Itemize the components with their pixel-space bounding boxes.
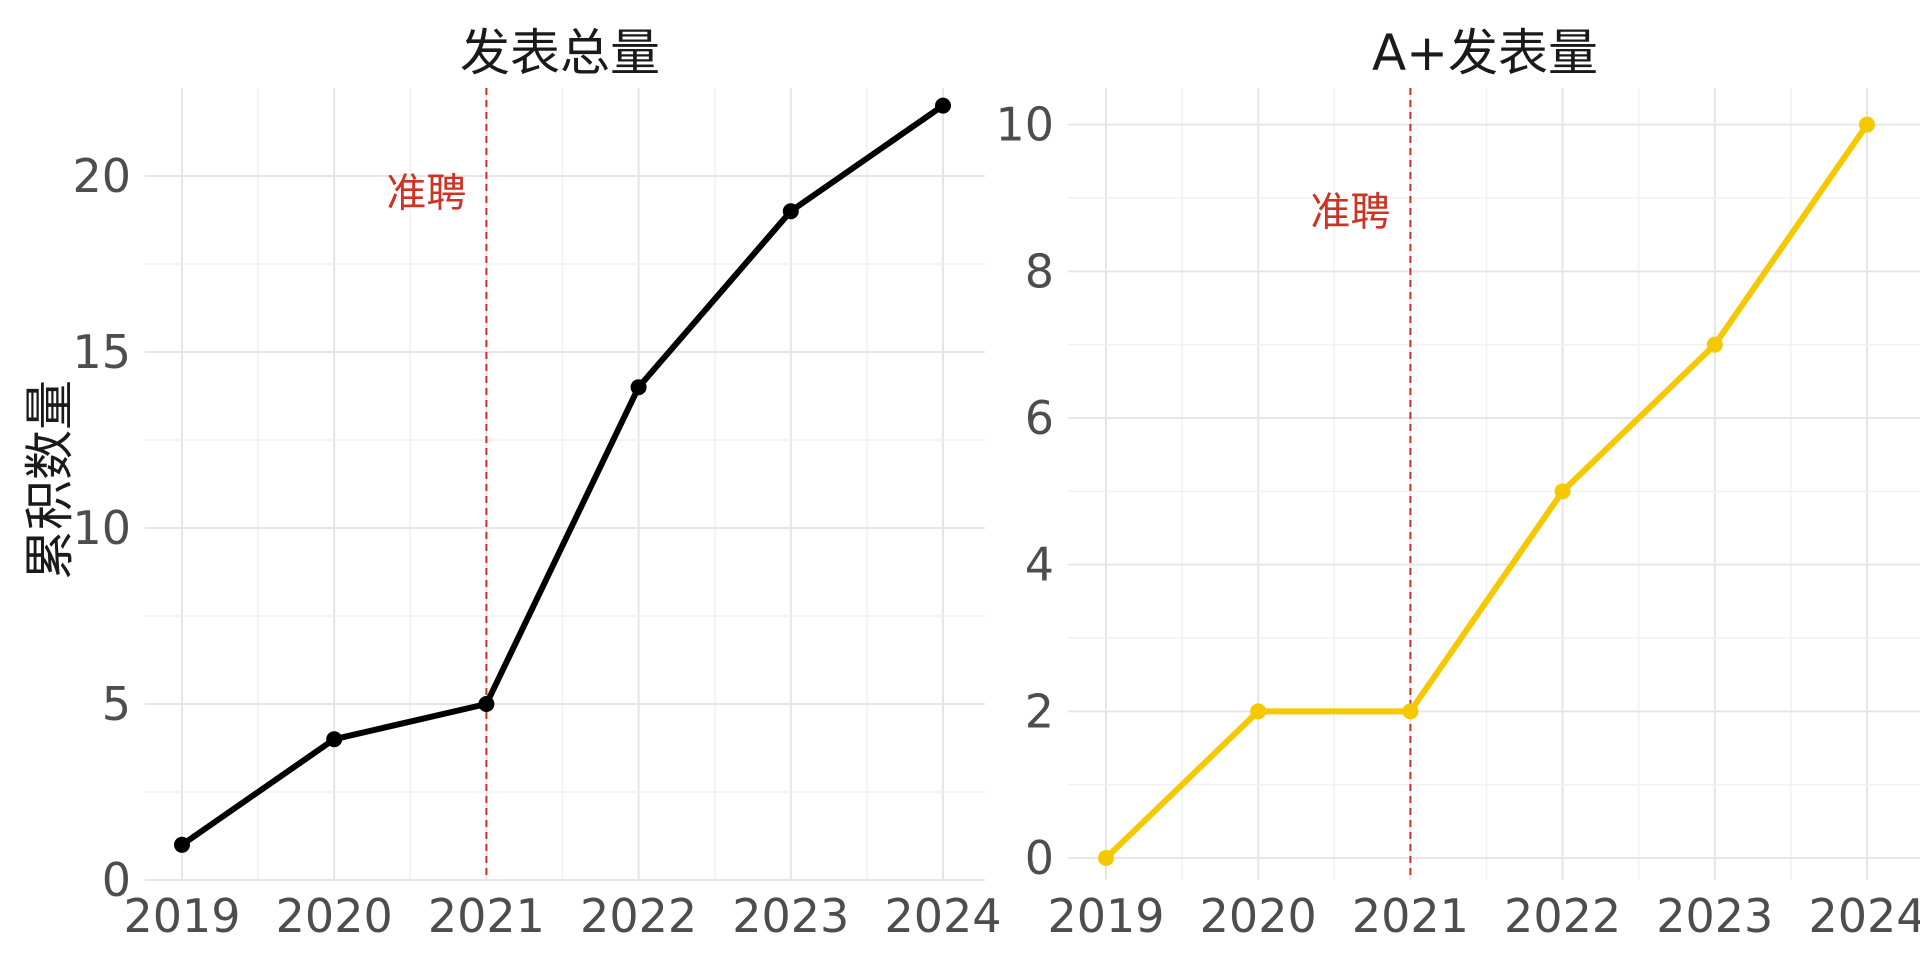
series-line [1103,121,1870,861]
y-tick-label: 6 [1025,391,1054,445]
series-line [179,102,946,848]
data-point [174,836,190,853]
data-point [1554,483,1571,500]
x-tick-label: 2024 [884,889,1001,943]
annotation-label: 准聘 [386,171,466,217]
y-tick-label: 8 [1025,244,1054,298]
x-axis-ticks: 2019 2020 2021 2022 2023 2024 [123,889,1001,943]
grid [145,88,985,881]
panel-total-publications: 发表总量 2019 2020 2021 2022 2023 2024 0 5 10 15 20 准… [72,24,1001,943]
data-point [1098,850,1114,866]
x-tick-label: 2021 [428,889,545,943]
x-tick-label: 2019 [1047,889,1164,943]
y-tick-label: 4 [1025,538,1054,592]
y-tick-label: 0 [102,853,131,907]
x-tick-label: 2023 [1656,889,1773,943]
data-point [630,379,647,396]
data-point [1859,116,1875,133]
y-tick-label: 15 [72,325,131,379]
data-point [1706,336,1723,353]
x-tick-label: 2024 [1808,889,1920,943]
y-tick-label: 0 [1025,831,1054,885]
x-tick-label: 2020 [1200,889,1317,943]
data-point [326,731,343,748]
chart-title: 发表总量 [460,24,660,82]
reference-line-layer: 准聘 [386,88,488,880]
data-point [1402,703,1419,720]
reference-line-layer: 准聘 [1310,88,1412,880]
data-point [935,97,951,114]
y-axis-ticks: 0 5 10 15 20 [72,149,131,907]
grid [1068,88,1920,880]
y-axis-ticks: 0 2 4 6 8 10 [995,98,1054,885]
x-tick-label: 2020 [276,889,393,943]
series-layer [1098,116,1875,866]
x-tick-label: 2023 [732,889,849,943]
x-tick-label: 2022 [580,889,697,943]
y-tick-label: 20 [72,149,131,203]
chart-title: A+发表量 [1372,24,1598,82]
x-tick-label: 2021 [1352,889,1469,943]
data-point [478,696,495,712]
panel-a-plus-publications: A+发表量 2019 2020 2021 2022 2023 2024 0 2 4 6 8 10 准… [995,24,1920,943]
x-tick-label: 2019 [123,889,240,943]
y-tick-label: 10 [72,501,131,555]
y-tick-label: 2 [1025,684,1054,738]
x-axis-ticks: 2019 2020 2021 2022 2023 2024 [1047,889,1920,943]
data-point [782,203,799,220]
y-axis-label: 累积数量 [21,380,79,580]
series-layer [174,97,951,853]
annotation-label: 准聘 [1310,190,1390,236]
y-tick-label: 5 [102,677,131,731]
x-tick-label: 2022 [1504,889,1621,943]
y-tick-label: 10 [995,98,1054,152]
data-point [1250,703,1267,720]
